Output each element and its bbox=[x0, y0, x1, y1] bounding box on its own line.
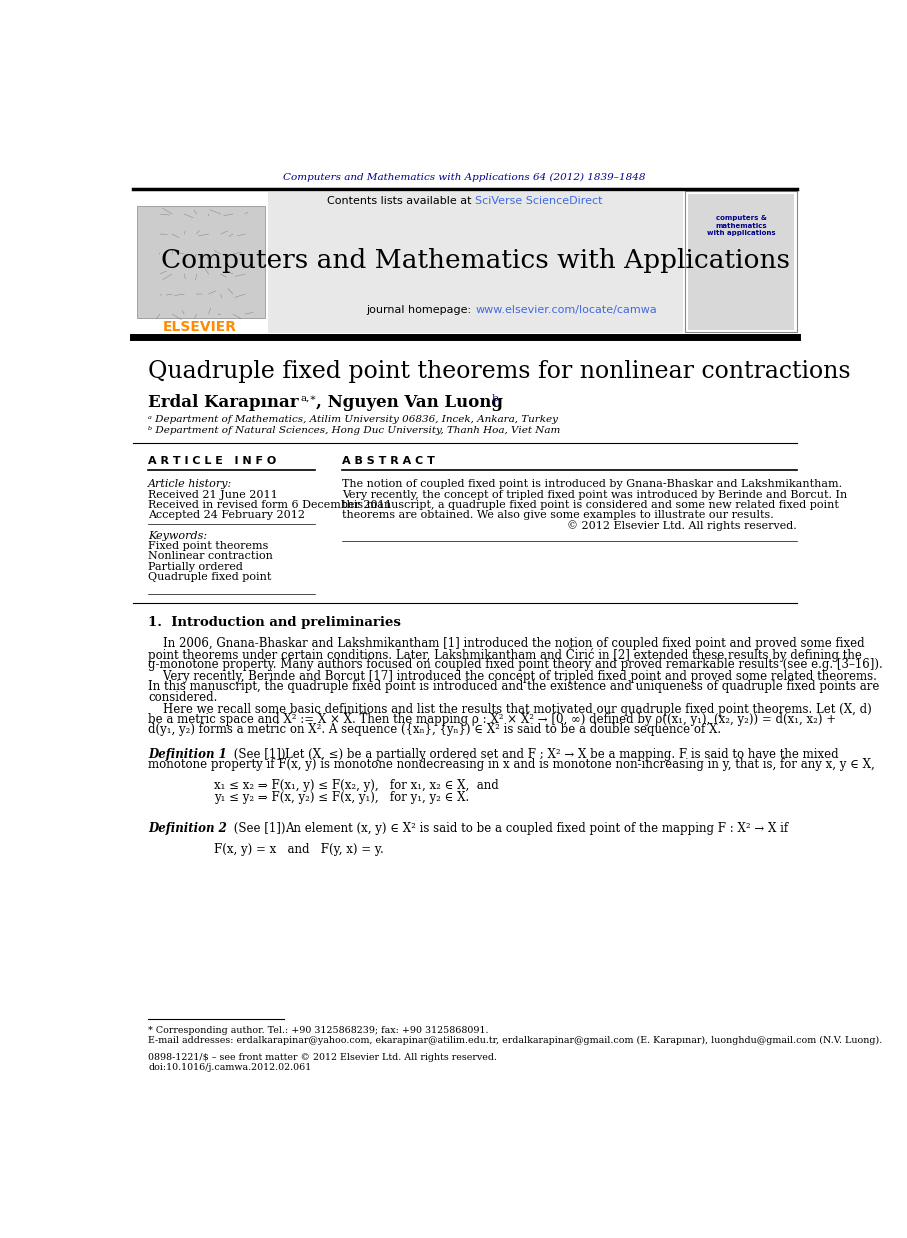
Text: Received 21 June 2011: Received 21 June 2011 bbox=[148, 490, 278, 500]
FancyBboxPatch shape bbox=[686, 191, 797, 332]
Text: Accepted 24 February 2012: Accepted 24 February 2012 bbox=[148, 510, 306, 520]
Text: Definition 2: Definition 2 bbox=[148, 822, 227, 836]
Text: Erdal Karapınar: Erdal Karapınar bbox=[148, 394, 299, 411]
FancyBboxPatch shape bbox=[137, 207, 265, 318]
Text: Quadruple fixed point: Quadruple fixed point bbox=[148, 572, 271, 582]
Text: F(x, y) = x   and   F(y, x) = y.: F(x, y) = x and F(y, x) = y. bbox=[214, 843, 384, 857]
Text: Fixed point theorems: Fixed point theorems bbox=[148, 541, 268, 551]
Text: ᵃ Department of Mathematics, Atilim University 06836, Incek, Ankara, Turkey: ᵃ Department of Mathematics, Atilim Univ… bbox=[148, 415, 558, 425]
Text: © 2012 Elsevier Ltd. All rights reserved.: © 2012 Elsevier Ltd. All rights reserved… bbox=[567, 520, 797, 531]
Text: computers &
mathematics
with applications: computers & mathematics with application… bbox=[707, 215, 775, 236]
Text: this manuscript, a quadruple fixed point is considered and some new related fixe: this manuscript, a quadruple fixed point… bbox=[342, 500, 839, 510]
Text: E-mail addresses: erdalkarapinar@yahoo.com, ekarapinar@atilim.edu.tr, erdalkarap: E-mail addresses: erdalkarapinar@yahoo.c… bbox=[148, 1036, 883, 1045]
Text: www.elsevier.com/locate/camwa: www.elsevier.com/locate/camwa bbox=[475, 306, 657, 316]
Text: 1.  Introduction and preliminaries: 1. Introduction and preliminaries bbox=[148, 617, 401, 629]
Text: monotone property if F(x, y) is monotone nondecreasing in x and is monotone non-: monotone property if F(x, y) is monotone… bbox=[148, 758, 875, 771]
Text: Computers and Mathematics with Applications 64 (2012) 1839–1848: Computers and Mathematics with Applicati… bbox=[283, 173, 646, 182]
Text: b: b bbox=[492, 394, 498, 402]
Text: theorems are obtained. We also give some examples to illustrate our results.: theorems are obtained. We also give some… bbox=[342, 510, 774, 520]
Text: d(y₁, y₂) forms a metric on X². A sequence ({xₙ}, {yₙ}) ∈ X² is said to be a dou: d(y₁, y₂) forms a metric on X². A sequen… bbox=[148, 723, 721, 737]
Text: Very recently, Berinde and Borcut [17] introduced the concept of tripled fixed p: Very recently, Berinde and Borcut [17] i… bbox=[148, 670, 877, 683]
Text: Quadruple fixed point theorems for nonlinear contractions: Quadruple fixed point theorems for nonli… bbox=[148, 360, 851, 384]
Text: be a metric space and X² := X × X. Then the mapping ρ : X² × X² → [0, ∞) defined: be a metric space and X² := X × X. Then … bbox=[148, 713, 836, 725]
Text: Received in revised form 6 December 2011: Received in revised form 6 December 2011 bbox=[148, 500, 392, 510]
Text: journal homepage:: journal homepage: bbox=[366, 306, 475, 316]
Text: x₁ ≤ x₂ ⇒ F(x₁, y) ≤ F(x₂, y),   for x₁, x₂ ∈ X,  and: x₁ ≤ x₂ ⇒ F(x₁, y) ≤ F(x₂, y), for x₁, x… bbox=[214, 779, 499, 792]
Text: * Corresponding author. Tel.: +90 3125868239; fax: +90 3125868091.: * Corresponding author. Tel.: +90 312586… bbox=[148, 1026, 489, 1035]
Text: considered.: considered. bbox=[148, 691, 218, 703]
Text: Very recently, the concept of tripled fixed point was introduced by Berinde and : Very recently, the concept of tripled fi… bbox=[342, 490, 847, 500]
Text: Contents lists available at: Contents lists available at bbox=[327, 196, 475, 206]
Text: Here we recall some basic definitions and list the results that motivated our qu: Here we recall some basic definitions an… bbox=[148, 703, 872, 716]
Text: In 2006, Gnana-Bhaskar and Lakshmikantham [1] introduced the notion of coupled f: In 2006, Gnana-Bhaskar and Lakshmikantha… bbox=[148, 638, 865, 650]
Text: y₁ ≤ y₂ ⇒ F(x, y₂) ≤ F(x, y₁),   for y₁, y₂ ∈ X.: y₁ ≤ y₂ ⇒ F(x, y₂) ≤ F(x, y₁), for y₁, y… bbox=[214, 791, 470, 803]
Text: An element (x, y) ∈ X² is said to be a coupled fixed point of the mapping F : X²: An element (x, y) ∈ X² is said to be a c… bbox=[286, 822, 788, 836]
Text: The notion of coupled fixed point is introduced by Gnana-Bhaskar and Lakshmikant: The notion of coupled fixed point is int… bbox=[342, 479, 842, 489]
Text: In this manuscript, the quadruple fixed point is introduced and the existence an: In this manuscript, the quadruple fixed … bbox=[148, 681, 880, 693]
Text: A B S T R A C T: A B S T R A C T bbox=[342, 456, 434, 467]
Text: (See [1]).: (See [1]). bbox=[229, 748, 288, 760]
Text: SciVerse ScienceDirect: SciVerse ScienceDirect bbox=[475, 196, 603, 206]
Text: point theorems under certain conditions. Later, Lakshmikantham and Čirić in [2] : point theorems under certain conditions.… bbox=[148, 646, 863, 662]
Text: Partially ordered: Partially ordered bbox=[148, 562, 243, 572]
FancyBboxPatch shape bbox=[688, 194, 794, 329]
Text: A R T I C L E   I N F O: A R T I C L E I N F O bbox=[148, 456, 277, 467]
Text: Definition 1: Definition 1 bbox=[148, 748, 227, 760]
Text: a,∗: a,∗ bbox=[301, 394, 317, 402]
Text: Computers and Mathematics with Applications: Computers and Mathematics with Applicati… bbox=[161, 248, 790, 272]
Text: Keywords:: Keywords: bbox=[148, 531, 208, 541]
Text: Article history:: Article history: bbox=[148, 479, 232, 489]
Text: g-monotone property. Many authors focused on coupled fixed point theory and prov: g-monotone property. Many authors focuse… bbox=[148, 657, 883, 671]
Text: Let (X, ≤) be a partially ordered set and F : X² → X be a mapping. F is said to : Let (X, ≤) be a partially ordered set an… bbox=[286, 748, 839, 760]
Text: 0898-1221/$ – see front matter © 2012 Elsevier Ltd. All rights reserved.: 0898-1221/$ – see front matter © 2012 El… bbox=[148, 1052, 497, 1062]
Text: Nonlinear contraction: Nonlinear contraction bbox=[148, 551, 273, 561]
FancyBboxPatch shape bbox=[132, 192, 268, 333]
Text: , Nguyen Van Luong: , Nguyen Van Luong bbox=[317, 394, 503, 411]
Text: ᵇ Department of Natural Sciences, Hong Duc University, Thanh Hoa, Viet Nam: ᵇ Department of Natural Sciences, Hong D… bbox=[148, 426, 561, 435]
Text: ELSEVIER: ELSEVIER bbox=[163, 321, 237, 334]
FancyBboxPatch shape bbox=[268, 192, 683, 333]
Text: doi:10.1016/j.camwa.2012.02.061: doi:10.1016/j.camwa.2012.02.061 bbox=[148, 1062, 311, 1072]
Text: (See [1]).: (See [1]). bbox=[229, 822, 288, 836]
